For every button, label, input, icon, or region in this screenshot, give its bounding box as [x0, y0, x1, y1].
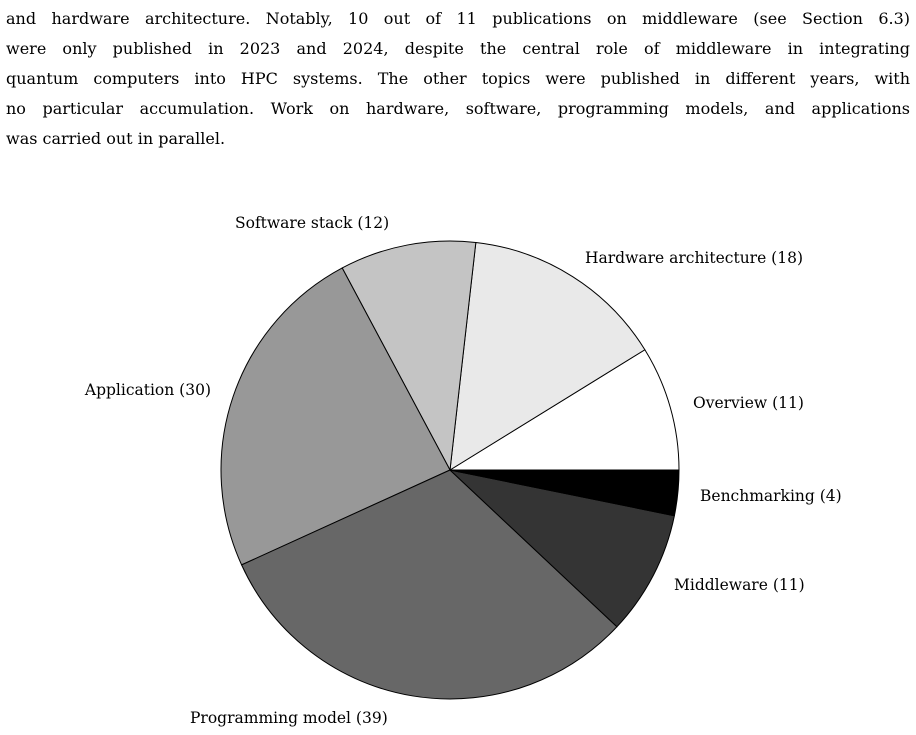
pie-slice-middleware — [449, 469, 675, 628]
slice-label-programming-model: Programming model (39) — [190, 709, 388, 727]
body-paragraph: and hardware architecture. Notably, 10 o… — [6, 4, 910, 154]
pie-slice-benchmarking — [449, 469, 680, 517]
pie-slice-overview — [449, 349, 680, 471]
slice-label-hardware-architecture: Hardware architecture (18) — [585, 249, 803, 267]
paragraph-line: and hardware architecture. Notably, 10 o… — [6, 9, 910, 28]
pie-slice-programming-model — [241, 469, 618, 700]
slice-label-application: Application (30) — [84, 381, 211, 399]
paragraph-line: was carried out in parallel. — [6, 129, 226, 148]
slice-label-overview: Overview (11) — [693, 394, 804, 412]
pie-labels: Overview (11) Hardware architecture (18) S… — [84, 214, 842, 727]
pie-slice-software-stack — [341, 240, 477, 471]
slice-label-benchmarking: Benchmarking (4) — [700, 487, 842, 505]
slice-label-software-stack: Software stack (12) — [235, 214, 389, 232]
pie-slices — [220, 240, 680, 700]
paragraph-line: quantum computers into HPC systems. The … — [6, 69, 910, 88]
pie-slice-application — [220, 267, 451, 566]
paragraph-line: no particular accumulation. Work on hard… — [6, 99, 910, 118]
paragraph-line: were only published in 2023 and 2024, de… — [6, 39, 910, 58]
slice-label-middleware: Middleware (11) — [674, 576, 805, 594]
pie-slice-hardware-architecture — [449, 241, 646, 471]
